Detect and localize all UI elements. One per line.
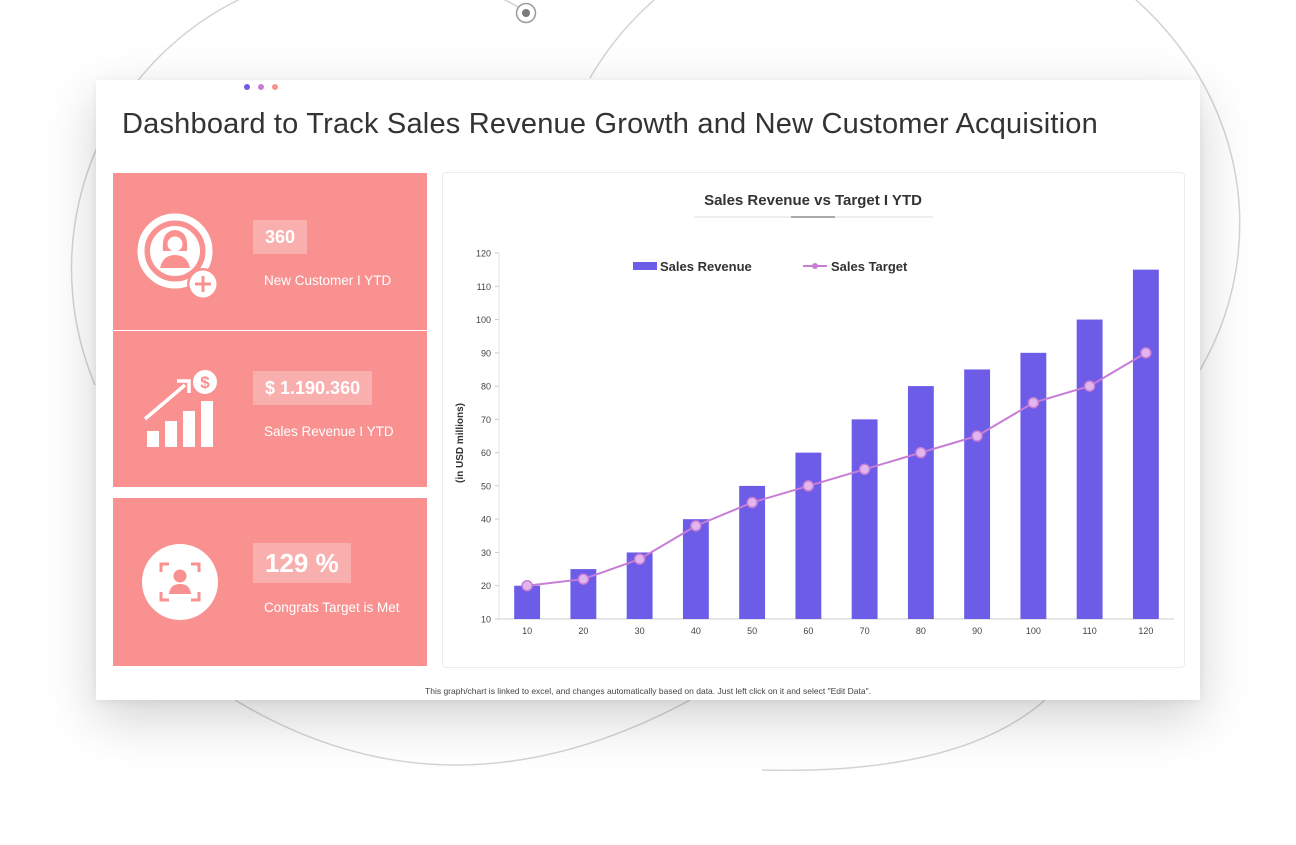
x-tick-label: 10 (522, 626, 532, 636)
target-person-icon (142, 544, 218, 620)
bar-sales-revenue (964, 369, 991, 619)
line-sales-target (527, 351, 1147, 587)
y-tick-label: 20 (481, 581, 491, 591)
x-tick-label: 90 (972, 626, 982, 636)
legend-swatch-sales-revenue (633, 262, 657, 270)
point-sales-target (1140, 347, 1152, 359)
kpi-card-target: 129 % Congrats Target is Met (113, 498, 427, 666)
x-tick-label: 120 (1138, 626, 1153, 636)
plot-area: 10 20 30 40 50 60 70 80 90 100 110 120 10 20 30 40 50 60 7… (476, 249, 1174, 636)
kpi-card-sales-revenue: $ $ 1.190.360 Sales Revenue I YTD (113, 331, 427, 487)
x-tick-label: 50 (747, 626, 757, 636)
point-sales-target (1083, 380, 1096, 392)
dot-violet (258, 84, 264, 90)
y-tick-label: 50 (481, 481, 491, 491)
dashboard-slide: Dashboard to Track Sales Revenue Growth … (96, 80, 1200, 700)
point-sales-target (521, 579, 533, 592)
kpi-card-new-customers: 360 New Customer I YTD (113, 173, 427, 330)
bar-sales-revenue (795, 452, 822, 619)
bar-sales-revenue (851, 419, 878, 619)
legend-marker-sales-target (812, 263, 818, 269)
x-tick-label: 60 (803, 626, 813, 636)
x-tick-label: 80 (916, 626, 926, 636)
y-tick-label: 10 (481, 615, 491, 625)
y-tick-label: 120 (476, 249, 491, 259)
legend-label-sales-target: Sales Target (831, 259, 908, 274)
point-sales-target (971, 430, 983, 442)
kpi-value-target: 129 % (253, 543, 351, 583)
page-title: Dashboard to Track Sales Revenue Growth … (122, 108, 1098, 140)
point-sales-target (690, 520, 702, 532)
kpi-label-sales-revenue: Sales Revenue I YTD (264, 424, 394, 439)
point-sales-target (858, 463, 871, 476)
footnote: This graph/chart is linked to excel, and… (425, 686, 871, 696)
y-tick-label: 80 (481, 382, 491, 392)
kpi-label-new-customers: New Customer I YTD (264, 273, 392, 288)
chart-title: Sales Revenue vs Target I YTD (704, 192, 922, 209)
x-tick-label: 20 (578, 626, 588, 636)
y-tick-label: 90 (481, 348, 491, 358)
point-sales-target (1027, 396, 1040, 409)
point-sales-target (633, 553, 646, 565)
point-sales-target (577, 573, 590, 585)
y-tick-label: 70 (481, 415, 491, 425)
bar-sales-revenue (682, 519, 709, 619)
x-tick-label: 70 (860, 626, 870, 636)
point-sales-target (915, 446, 927, 459)
x-tick-label: 100 (1026, 626, 1041, 636)
kpi-value-new-customers: 360 (253, 220, 308, 254)
chart-legend: Sales Revenue Sales Target (633, 259, 908, 274)
x-tick-label: 30 (635, 626, 645, 636)
kpi-value-sales-revenue: $ 1.190.360 (253, 371, 373, 405)
sales-chart: Sales Revenue vs Target I YTD (in USD mi… (455, 192, 1174, 636)
point-sales-target (802, 480, 815, 492)
y-axis-label: (in USD millions) (455, 403, 466, 483)
chart-panel: Sales Revenue vs Target I YTD (in USD mi… (442, 172, 1185, 668)
bar-sales-revenue (907, 386, 934, 619)
growth-chart-dollar-icon: $ (143, 370, 217, 447)
bar-sales-revenue (1132, 269, 1159, 619)
add-user-icon (137, 213, 219, 300)
x-tick-label: 110 (1082, 626, 1096, 636)
y-tick-label: 100 (476, 315, 491, 325)
point-sales-target (746, 496, 758, 509)
bar-sales-revenue (1076, 319, 1103, 619)
decorative-dots (244, 84, 278, 90)
y-tick-label: 60 (481, 448, 491, 458)
y-tick-label: 30 (481, 548, 491, 558)
svg-text:$: $ (200, 373, 210, 392)
kpi-label-target: Congrats Target is Met (264, 600, 400, 615)
y-tick-label: 40 (481, 515, 491, 525)
radio-circle-icon (515, 2, 537, 24)
legend-label-sales-revenue: Sales Revenue (660, 259, 752, 274)
dot-purple (244, 84, 250, 90)
bar-sales-revenue (1020, 352, 1047, 619)
y-tick-label: 110 (477, 282, 491, 292)
dot-salmon (272, 84, 278, 90)
x-tick-label: 40 (691, 626, 701, 636)
